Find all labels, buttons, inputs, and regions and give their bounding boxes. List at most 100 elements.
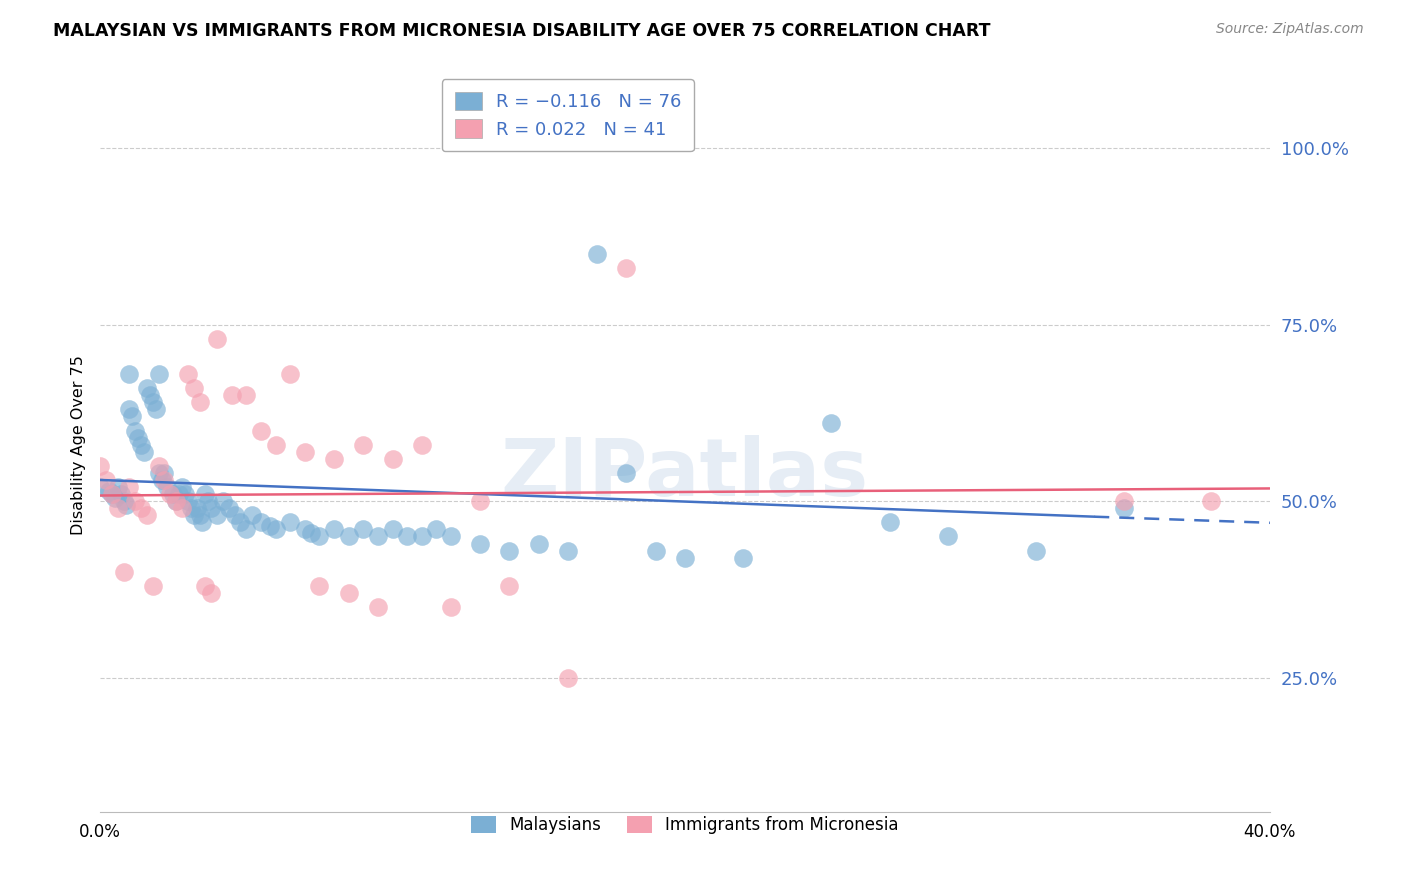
Point xyxy=(323,451,346,466)
Point xyxy=(194,487,217,501)
Point xyxy=(879,516,901,530)
Point xyxy=(381,451,404,466)
Point xyxy=(205,332,228,346)
Point xyxy=(224,508,246,523)
Point xyxy=(557,543,579,558)
Point xyxy=(616,466,638,480)
Point xyxy=(118,402,141,417)
Point xyxy=(142,579,165,593)
Point xyxy=(470,536,492,550)
Point xyxy=(1199,494,1222,508)
Point xyxy=(174,487,197,501)
Point xyxy=(180,501,202,516)
Point xyxy=(167,487,190,501)
Point xyxy=(165,494,187,508)
Point xyxy=(498,579,520,593)
Point xyxy=(186,501,208,516)
Point xyxy=(142,395,165,409)
Y-axis label: Disability Age Over 75: Disability Age Over 75 xyxy=(72,355,86,534)
Point xyxy=(936,529,959,543)
Point xyxy=(148,367,170,381)
Point xyxy=(156,480,179,494)
Point xyxy=(112,565,135,579)
Point xyxy=(586,247,609,261)
Point xyxy=(212,494,235,508)
Point xyxy=(1025,543,1047,558)
Point xyxy=(337,529,360,543)
Point xyxy=(1112,494,1135,508)
Point xyxy=(129,437,152,451)
Point xyxy=(820,417,842,431)
Point xyxy=(200,501,222,516)
Point xyxy=(527,536,550,550)
Point xyxy=(323,522,346,536)
Point xyxy=(148,458,170,473)
Point xyxy=(177,494,200,508)
Point xyxy=(240,508,263,523)
Point xyxy=(197,494,219,508)
Point xyxy=(294,522,316,536)
Point xyxy=(115,498,138,512)
Point xyxy=(194,579,217,593)
Point xyxy=(200,586,222,600)
Point xyxy=(183,381,205,395)
Point xyxy=(396,529,419,543)
Point xyxy=(188,508,211,523)
Point xyxy=(644,543,666,558)
Point xyxy=(411,437,433,451)
Point xyxy=(132,444,155,458)
Point xyxy=(97,483,120,498)
Point xyxy=(148,466,170,480)
Point xyxy=(127,431,149,445)
Text: Source: ZipAtlas.com: Source: ZipAtlas.com xyxy=(1216,22,1364,37)
Point xyxy=(440,600,463,615)
Point xyxy=(110,487,132,501)
Point xyxy=(205,508,228,523)
Point xyxy=(264,437,287,451)
Point xyxy=(150,473,173,487)
Point xyxy=(411,529,433,543)
Point xyxy=(264,522,287,536)
Point xyxy=(337,586,360,600)
Point xyxy=(188,395,211,409)
Point xyxy=(124,424,146,438)
Point xyxy=(170,501,193,516)
Point xyxy=(367,600,389,615)
Point xyxy=(381,522,404,536)
Point xyxy=(124,494,146,508)
Point xyxy=(616,261,638,276)
Point xyxy=(165,494,187,508)
Point xyxy=(229,516,252,530)
Point xyxy=(135,508,157,523)
Point xyxy=(278,516,301,530)
Point xyxy=(278,367,301,381)
Point xyxy=(235,522,257,536)
Point xyxy=(440,529,463,543)
Point xyxy=(177,367,200,381)
Point xyxy=(107,501,129,516)
Point xyxy=(308,579,330,593)
Point xyxy=(1112,501,1135,516)
Point xyxy=(89,458,111,473)
Point xyxy=(153,473,176,487)
Point xyxy=(94,473,117,487)
Point xyxy=(294,444,316,458)
Point xyxy=(352,437,374,451)
Point xyxy=(425,522,447,536)
Point xyxy=(162,487,184,501)
Point xyxy=(498,543,520,558)
Point xyxy=(118,480,141,494)
Point xyxy=(352,522,374,536)
Point xyxy=(673,550,696,565)
Point xyxy=(218,501,240,516)
Point xyxy=(733,550,755,565)
Point xyxy=(101,487,124,501)
Point xyxy=(299,525,322,540)
Text: ZIPatlas: ZIPatlas xyxy=(501,435,869,513)
Point xyxy=(183,508,205,523)
Point xyxy=(129,501,152,516)
Point xyxy=(101,487,124,501)
Point xyxy=(135,381,157,395)
Text: MALAYSIAN VS IMMIGRANTS FROM MICRONESIA DISABILITY AGE OVER 75 CORRELATION CHART: MALAYSIAN VS IMMIGRANTS FROM MICRONESIA … xyxy=(53,22,991,40)
Point xyxy=(367,529,389,543)
